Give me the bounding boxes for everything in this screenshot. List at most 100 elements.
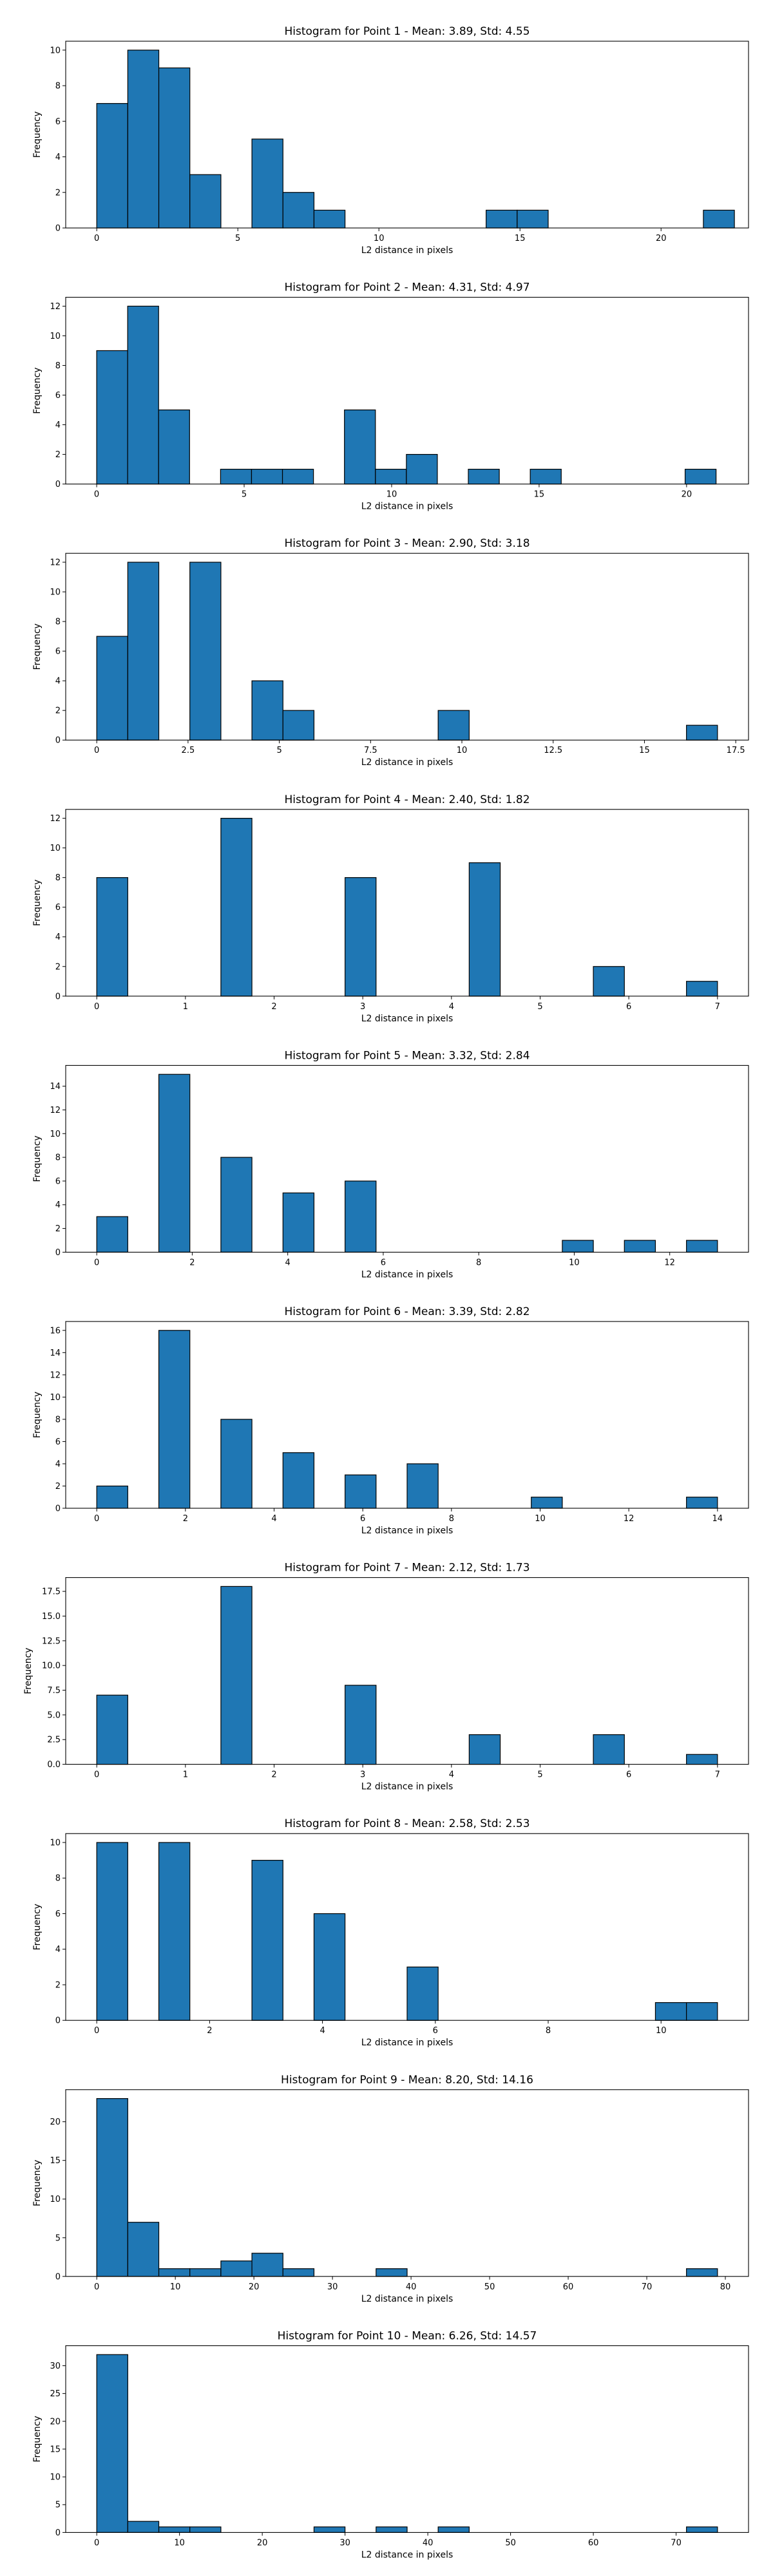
x-tick-label: 15 [515, 234, 526, 243]
x-tick-label: 14 [712, 1514, 723, 1524]
histogram-bar [158, 1074, 191, 1253]
x-tick-label: 2 [189, 1258, 195, 1267]
x-tick-label: 40 [423, 2538, 434, 2548]
x-tick-label: 5 [242, 490, 247, 500]
histogram-bar [158, 67, 191, 229]
histogram-bar [686, 2268, 718, 2277]
histogram-bar [686, 1497, 718, 1509]
axes-frame [65, 2089, 749, 2277]
histogram-bar [345, 1685, 377, 1765]
y-axis-label: Frequency [32, 111, 43, 158]
histogram-bar [562, 1240, 594, 1253]
histogram-bar [684, 468, 717, 485]
histogram-bar [345, 877, 377, 997]
histogram-bar [282, 1452, 315, 1509]
y-tick-label: 4 [55, 421, 61, 430]
y-tick-label: 20 [50, 2417, 61, 2427]
y-tick-label: 15.0 [42, 1612, 61, 1622]
x-tick-label: 6 [626, 1002, 631, 1012]
histogram-bar [703, 209, 735, 229]
x-axis-label: L2 distance in pixels [361, 1782, 453, 1792]
x-tick-label: 20 [656, 234, 667, 243]
x-tick-label: 4 [320, 2026, 325, 2036]
histogram-bar [345, 1180, 377, 1253]
histogram-bar [96, 103, 128, 229]
x-tick-label: 70 [671, 2538, 682, 2548]
chart-title: Histogram for Point 1 - Mean: 3.89, Std:… [284, 25, 530, 38]
y-tick-label: 4 [55, 1459, 61, 1469]
histogram-bar [468, 1734, 501, 1765]
histogram-bar [127, 2521, 160, 2533]
x-axis-label: L2 distance in pixels [361, 245, 453, 256]
y-tick-label: 15 [50, 2445, 61, 2454]
histogram-bar [344, 409, 376, 485]
x-tick-label: 15 [534, 490, 545, 500]
histogram-bar [486, 209, 518, 229]
histogram-bar [313, 2526, 346, 2533]
x-tick-label: 5 [276, 746, 282, 755]
histogram-bar [624, 1240, 656, 1253]
y-axis-label: Frequency [32, 2160, 43, 2206]
histogram-bar [96, 1216, 128, 1253]
histogram-bar [468, 468, 500, 485]
x-tick-label: 60 [588, 2538, 599, 2548]
x-tick-label: 50 [505, 2538, 516, 2548]
histogram-bar [96, 1842, 128, 2021]
histogram-bar [96, 2354, 128, 2533]
histogram-bar [468, 862, 501, 997]
histogram-bar [158, 2268, 191, 2277]
y-tick-label: 4 [55, 933, 61, 942]
chart-title: Histogram for Point 4 - Mean: 2.40, Std:… [284, 793, 530, 806]
y-tick-label: 12.5 [42, 1636, 61, 1646]
y-tick-label: 6 [55, 1909, 61, 1919]
histogram-bar [220, 1586, 253, 1765]
y-tick-label: 0 [55, 224, 61, 234]
x-tick-label: 17.5 [727, 746, 745, 755]
histogram-bar [593, 966, 625, 997]
x-axis-label: L2 distance in pixels [361, 2294, 453, 2304]
histogram-bar [437, 710, 470, 741]
histogram-bar [282, 192, 315, 229]
histogram-bar [406, 453, 438, 485]
x-tick-label: 10 [656, 2026, 667, 2036]
histogram-bar [158, 1330, 191, 1509]
chart-title: Histogram for Point 7 - Mean: 2.12, Std:… [284, 1562, 530, 1575]
histogram-bar [282, 1192, 315, 1253]
x-tick-label: 3 [360, 1770, 365, 1780]
histogram-bar [406, 1463, 439, 1509]
x-tick-label: 4 [271, 1514, 276, 1524]
histogram-bar [127, 50, 160, 229]
axes-frame [65, 553, 749, 741]
chart-2: Histogram for Point 2 - Mean: 4.31, Std:… [32, 281, 749, 512]
histogram-bar [189, 562, 222, 741]
x-tick-label: 70 [642, 2282, 653, 2292]
y-axis-label: Frequency [32, 623, 43, 670]
x-axis-label: L2 distance in pixels [361, 502, 453, 512]
y-tick-label: 2 [55, 706, 61, 716]
y-tick-label: 17.5 [42, 1587, 61, 1597]
y-tick-label: 10 [50, 1130, 61, 1139]
x-axis-label: L2 distance in pixels [361, 2550, 453, 2560]
histogram-bar [220, 2260, 253, 2277]
y-tick-label: 8 [55, 873, 61, 883]
y-tick-label: 6 [55, 391, 61, 401]
x-tick-label: 12 [664, 1258, 675, 1267]
x-tick-label: 6 [360, 1514, 365, 1524]
histogram-bar [686, 2002, 718, 2021]
histogram-bar [282, 2268, 315, 2277]
chart-10: Histogram for Point 10 - Mean: 6.26, Std… [32, 2329, 749, 2560]
axes-frame [65, 297, 749, 485]
histogram-bar [376, 2268, 408, 2277]
y-tick-label: 2 [55, 962, 61, 972]
chart-5: Histogram for Point 5 - Mean: 3.32, Std:… [32, 1049, 749, 1280]
y-tick-label: 8 [55, 82, 61, 91]
y-tick-label: 0 [55, 1504, 61, 1514]
chart-4: Histogram for Point 4 - Mean: 2.40, Std:… [32, 793, 749, 1024]
x-tick-label: 30 [339, 2538, 350, 2548]
y-tick-label: 10 [50, 1839, 61, 1848]
y-tick-label: 0 [55, 2272, 61, 2282]
x-tick-label: 5 [235, 234, 240, 243]
y-tick-label: 12 [50, 302, 61, 312]
y-tick-label: 7.5 [47, 1686, 61, 1696]
